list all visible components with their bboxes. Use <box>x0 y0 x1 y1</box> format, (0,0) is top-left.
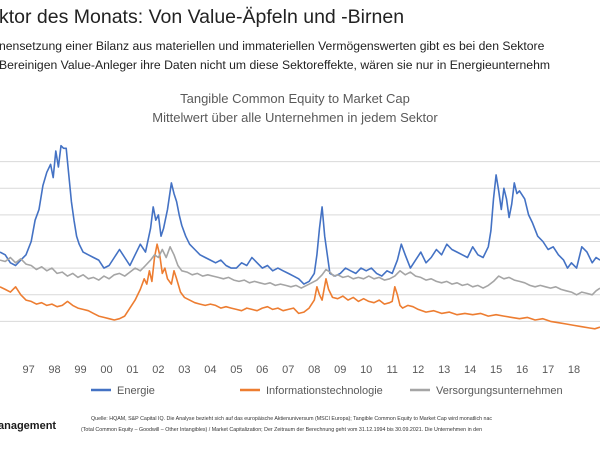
x-tick-label: 00 <box>100 364 112 376</box>
x-tick-label: 17 <box>542 364 554 376</box>
x-tick-label: 97 <box>22 364 34 376</box>
series-line-1 <box>0 144 600 285</box>
x-tick-label: 02 <box>152 364 164 376</box>
x-tick-label: 05 <box>230 364 242 376</box>
x-tick-label: 15 <box>490 364 502 376</box>
chart-title: Tangible Common Equity to Market Cap <box>180 91 410 106</box>
gridlines <box>0 161 600 322</box>
x-tick-label: 03 <box>178 364 190 376</box>
page-title: ktor des Monats: Von Value-Äpfeln und -B… <box>0 6 405 28</box>
x-tick-label: 12 <box>412 364 424 376</box>
x-tick-label: 18 <box>568 364 580 376</box>
x-tick-label: 06 <box>256 364 268 376</box>
x-tick-label: 09 <box>334 364 346 376</box>
x-tick-label: 04 <box>204 364 216 376</box>
subtitle-line-1: nensetzung einer Bilanz aus materiellen … <box>0 39 545 53</box>
x-tick-label: 99 <box>74 364 86 376</box>
line-chart: Tangible Common Equity to Market Cap Mit… <box>0 91 600 397</box>
x-tick-label: 13 <box>438 364 450 376</box>
subtitle-line-2: Bereinigen Value-Anleger ihre Daten nich… <box>0 58 551 72</box>
series-line-2 <box>0 243 600 330</box>
legend-label-1: Energie <box>117 385 155 397</box>
series-line-3 <box>0 246 600 296</box>
x-tick-label: 11 <box>386 364 397 376</box>
source-note-line-1: Quelle: HQAM, S&P Capital IQ. Die Analys… <box>91 416 493 422</box>
chart-subtitle: Mittelwert über alle Unternehmen in jede… <box>152 110 438 125</box>
x-tick-label: 08 <box>308 364 320 376</box>
series-lines <box>0 144 600 330</box>
legend-label-2: Informationstechnologie <box>266 385 383 397</box>
x-tick-label: 01 <box>126 364 138 376</box>
x-axis-ticks: 97 98 99 00 01 02 03 04 05 06 07 08 09 10 11 12 13 14 15 16… <box>22 364 580 376</box>
x-tick-label: 10 <box>360 364 372 376</box>
source-note-line-2: (Total Common Equity – Goodwill – Other … <box>81 427 483 433</box>
legend-label-3: Versorgungsunternehmen <box>436 385 563 397</box>
brand-logo-text: anagement <box>0 420 57 432</box>
x-tick-label: 07 <box>282 364 294 376</box>
x-tick-label: 14 <box>464 364 476 376</box>
x-tick-label: 98 <box>48 364 60 376</box>
x-tick-label: 16 <box>516 364 528 376</box>
legend: Energie Informationstechnologie Versorgung… <box>91 385 563 397</box>
